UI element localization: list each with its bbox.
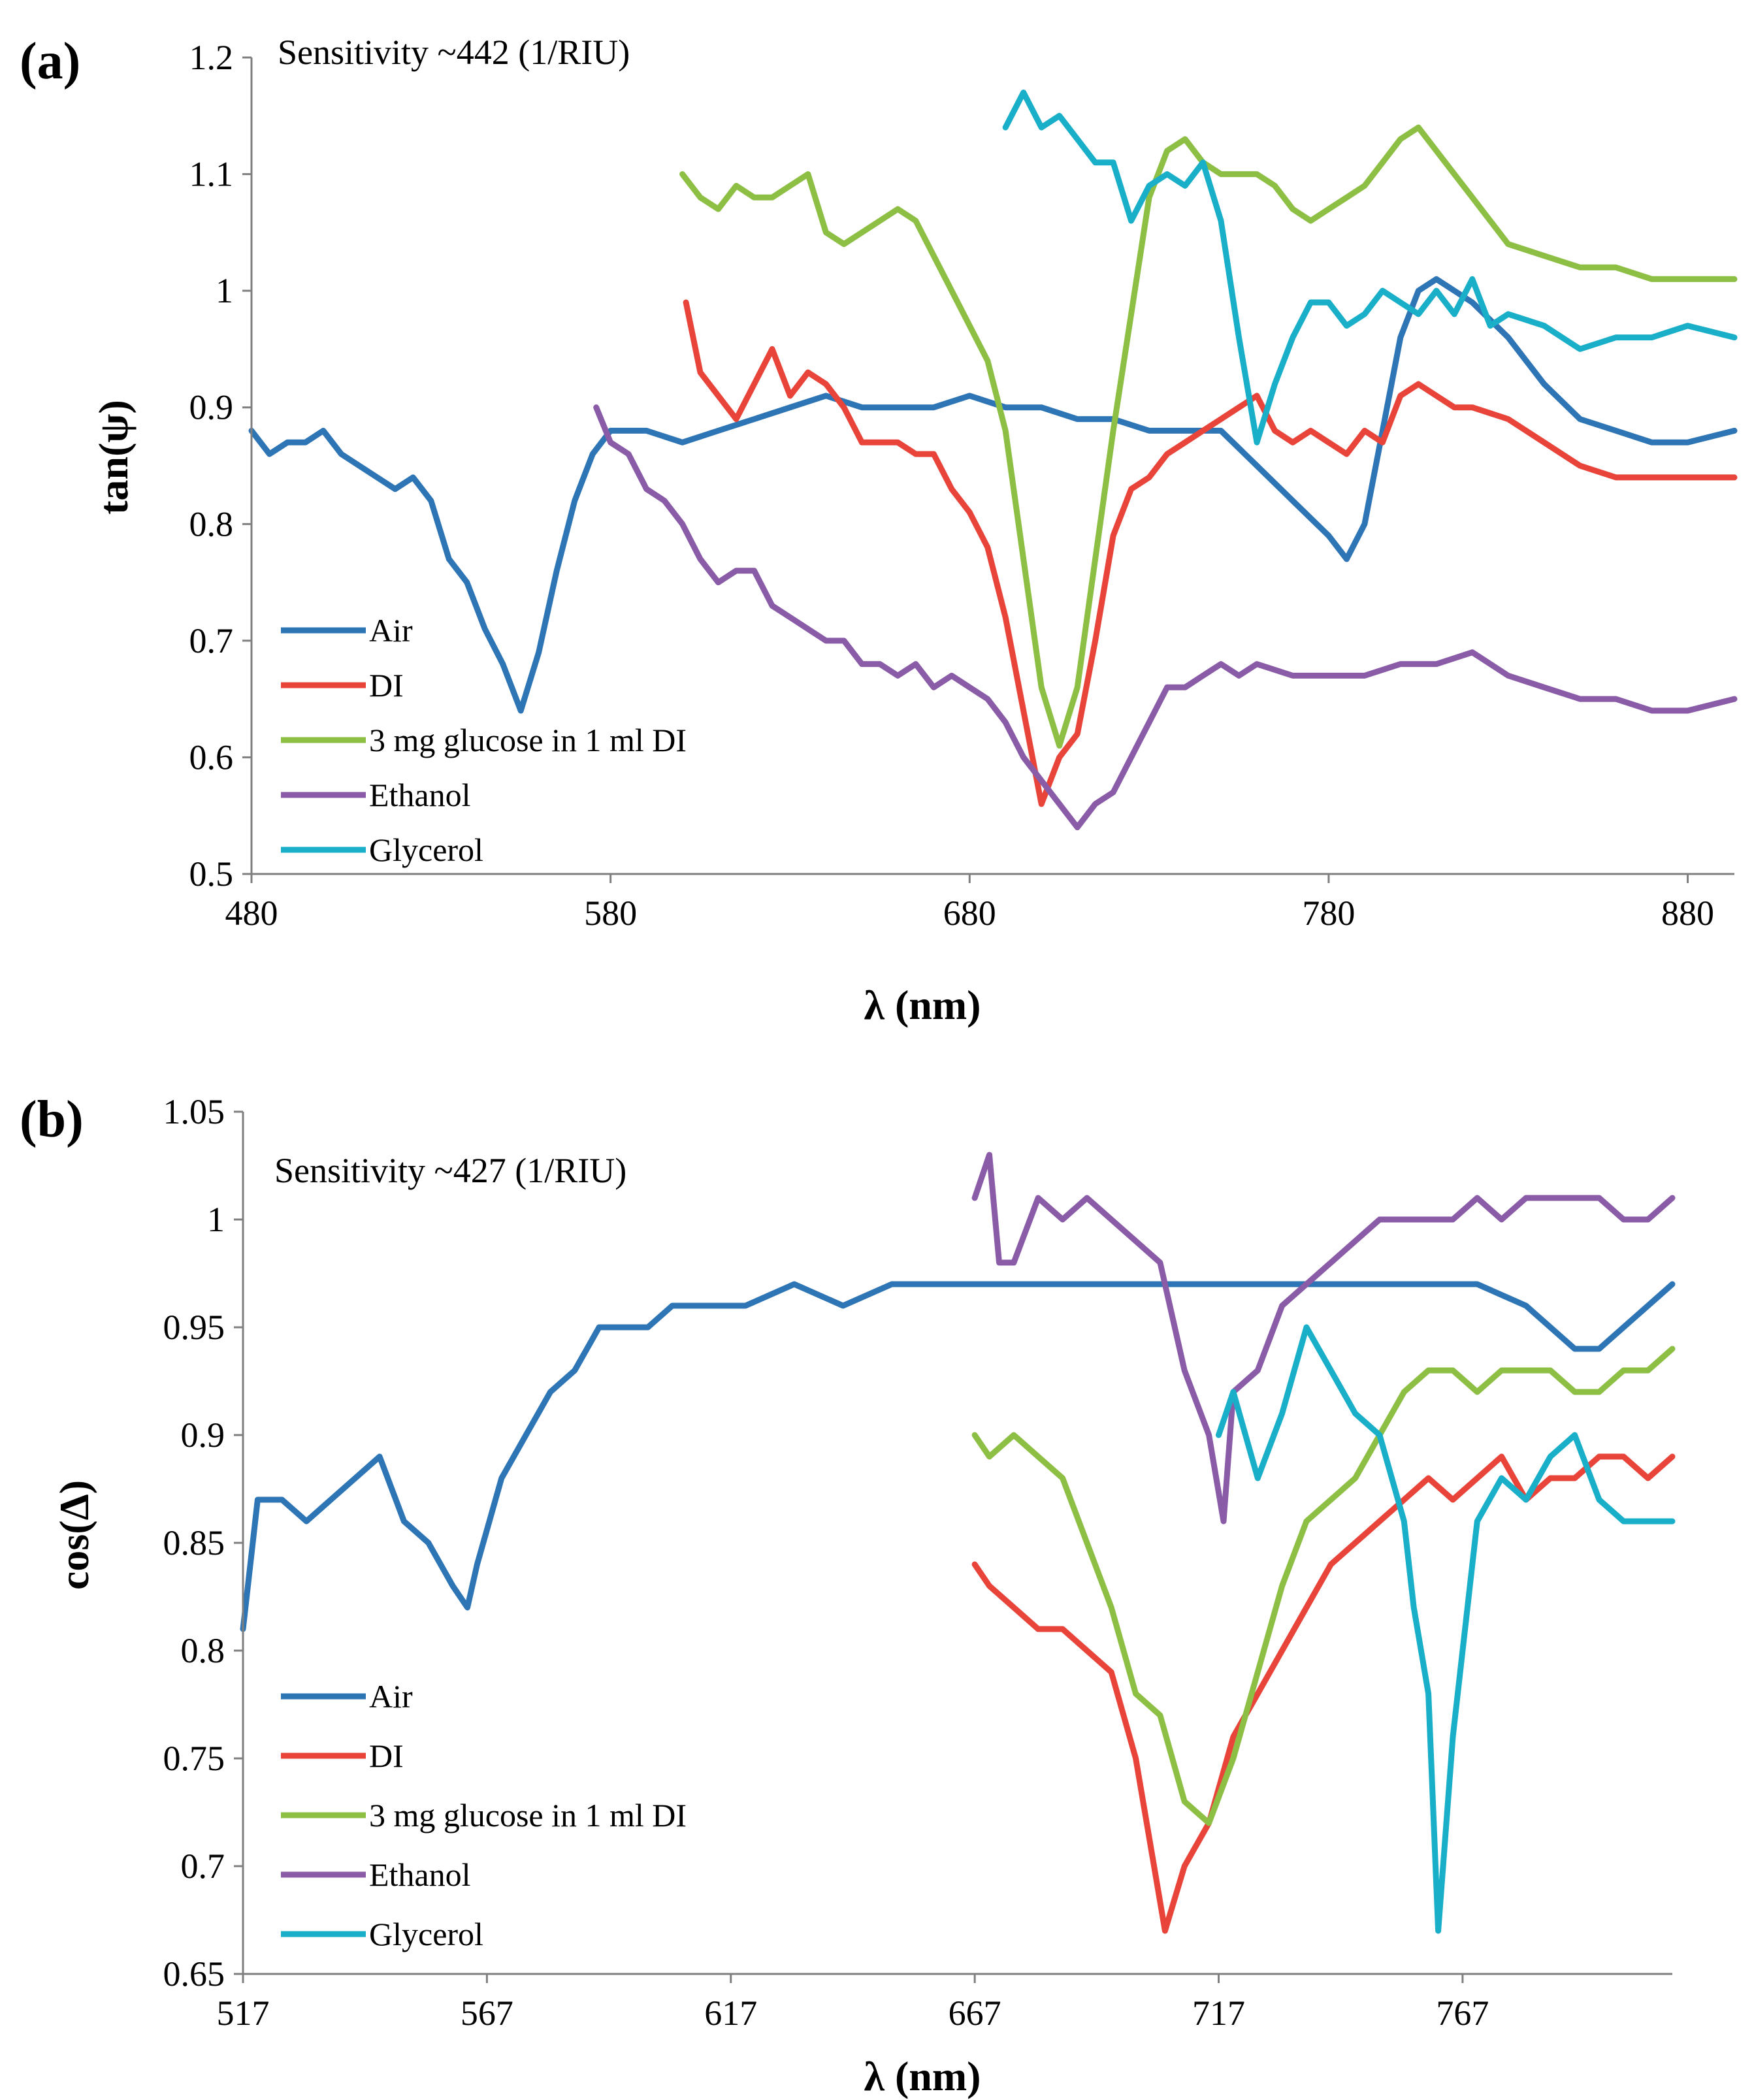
x-tick-label: 667 [949, 1994, 1001, 2033]
series-line-air [240, 1281, 1676, 1632]
panel-b-x-title: λ (nm) [864, 2053, 981, 2099]
x-tick-label: 480 [225, 894, 278, 933]
legend-label-3-mg-glucose-in-1-ml-di: 3 mg glucose in 1 ml DI [369, 722, 687, 758]
x-tick-label: 780 [1302, 894, 1355, 933]
y-tick-label: 0.8 [189, 504, 234, 543]
series-line-ethanol [593, 404, 1738, 831]
legend-label-glycerol: Glycerol [369, 1916, 483, 1952]
legend-label-di: DI [369, 1737, 404, 1774]
y-tick-label: 0.9 [189, 388, 234, 427]
x-tick-label: 717 [1192, 1994, 1245, 2033]
panel-a-series [248, 89, 1738, 831]
panel-b-label: (b) [20, 1091, 84, 1148]
panel-b-legend: Air DI 3 mg glucose in 1 ml DI Ethanol Glyce… [281, 1678, 687, 1952]
series-line-glycerol [1002, 89, 1738, 445]
y-tick-label: 0.7 [181, 1847, 225, 1886]
y-tick-label: 0.95 [163, 1308, 225, 1347]
legend-label-ethanol: Ethanol [369, 777, 471, 813]
panel-b-annotation: Sensitivity ~427 (1/RIU) [274, 1151, 626, 1190]
series-line-air [248, 276, 1738, 714]
series-line-ethanol [971, 1152, 1676, 1525]
series-line-di [971, 1453, 1676, 1934]
series-line-di [683, 299, 1738, 807]
panel-a-annotation: Sensitivity ~442 (1/RIU) [278, 33, 630, 72]
x-tick-label: 880 [1661, 894, 1714, 933]
y-tick-label: 0.6 [189, 737, 234, 777]
legend-label-3-mg-glucose-in-1-ml-di: 3 mg glucose in 1 ml DI [369, 1797, 687, 1833]
y-tick-label: 0.8 [181, 1631, 225, 1670]
panel-a-label: (a) [20, 33, 80, 90]
panel-a: (a) Sensitivity ~442 (1/RIU) 0.50.60.70.… [20, 33, 1738, 1028]
y-tick-label: 1 [207, 1200, 225, 1239]
panel-a-ticks: 0.5 0.6 0.7 0.8 0.9 1 1.1 1.2 480 580 680 780 880 [189, 38, 1715, 933]
y-tick-label: 0.7 [189, 621, 234, 660]
legend-label-glycerol: Glycerol [369, 832, 483, 868]
legend-label-air: Air [369, 1678, 413, 1715]
panel-b-ticks: 0.65 0.7 0.75 0.8 0.85 0.9 0.95 1 1.05 517 567 617 6… [163, 1092, 1489, 2033]
y-tick-label: 0.9 [181, 1415, 225, 1455]
legend-label-di: DI [369, 667, 404, 703]
legend-label-ethanol: Ethanol [369, 1856, 471, 1893]
x-tick-label: 617 [704, 1994, 757, 2033]
x-tick-label: 680 [943, 894, 996, 933]
panel-b: (b) Sensitivity ~427 (1/RIU) 0.65 0.7 0.75… [20, 1091, 1676, 2099]
legend-label-air: Air [369, 612, 413, 649]
y-tick-label: 1 [216, 271, 233, 310]
y-tick-label: 1.1 [189, 155, 234, 194]
x-tick-label: 580 [584, 894, 637, 933]
panel-a-legend: Air DI 3 mg glucose in 1 ml DI Ethanol Glyce… [281, 612, 687, 868]
x-tick-label: 567 [461, 1994, 513, 2033]
panel-b-y-title: cos(Δ) [51, 1480, 97, 1590]
y-tick-label: 0.65 [163, 1954, 225, 1994]
y-tick-label: 1.05 [163, 1092, 225, 1131]
x-tick-label: 767 [1436, 1994, 1489, 2033]
y-tick-label: 0.85 [163, 1523, 225, 1562]
panel-b-series [240, 1152, 1676, 1934]
panel-a-y-title: tan(ψ) [90, 400, 137, 515]
y-tick-label: 1.2 [189, 38, 234, 77]
y-tick-label: 0.5 [189, 854, 234, 894]
x-tick-label: 517 [217, 1994, 270, 2033]
panel-a-x-title: λ (nm) [864, 982, 981, 1028]
series-line-3-mg-glucose-in-1-ml-di [971, 1346, 1676, 1826]
series-line-3-mg-glucose-in-1-ml-di [679, 124, 1738, 749]
series-line-glycerol [1216, 1324, 1676, 1934]
y-tick-label: 0.75 [163, 1739, 225, 1778]
